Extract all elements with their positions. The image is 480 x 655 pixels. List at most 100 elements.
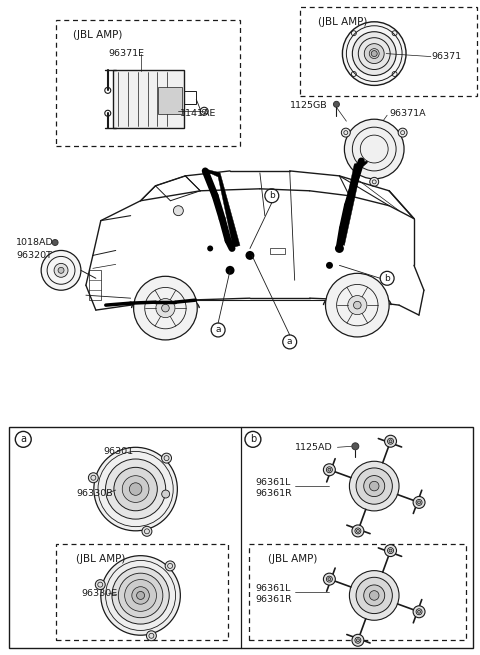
Polygon shape	[205, 169, 240, 248]
Bar	[9, 428, 473, 648]
Circle shape	[324, 464, 336, 476]
Circle shape	[132, 587, 149, 604]
Bar	[56, 20, 240, 146]
Circle shape	[58, 267, 64, 273]
Circle shape	[114, 468, 157, 511]
Circle shape	[342, 22, 406, 85]
Circle shape	[95, 580, 105, 590]
Circle shape	[356, 468, 392, 504]
Circle shape	[389, 440, 392, 443]
Circle shape	[118, 573, 163, 618]
Bar	[249, 544, 466, 640]
Circle shape	[364, 585, 384, 606]
Circle shape	[133, 276, 197, 340]
Text: 96320T: 96320T	[16, 251, 52, 260]
Circle shape	[348, 295, 367, 314]
Circle shape	[146, 631, 156, 641]
Text: 96330B: 96330B	[76, 489, 113, 498]
Circle shape	[326, 262, 333, 269]
Circle shape	[398, 128, 407, 137]
Text: 96371A: 96371A	[389, 109, 426, 118]
Circle shape	[106, 459, 166, 519]
Circle shape	[369, 48, 379, 58]
Circle shape	[129, 483, 142, 495]
Polygon shape	[337, 161, 367, 246]
Circle shape	[356, 577, 392, 614]
Text: (JBL AMP): (JBL AMP)	[73, 29, 122, 40]
Circle shape	[112, 567, 169, 624]
Circle shape	[101, 555, 180, 635]
Bar	[270, 248, 285, 254]
Text: (JBL AMP): (JBL AMP)	[76, 553, 125, 564]
Circle shape	[324, 573, 336, 585]
Text: b: b	[384, 274, 390, 283]
Circle shape	[162, 305, 169, 312]
Bar	[89, 271, 101, 300]
Circle shape	[418, 610, 420, 613]
Text: b: b	[269, 191, 275, 200]
Text: 1125GB: 1125GB	[290, 101, 327, 110]
Circle shape	[122, 476, 149, 502]
Text: 96371E: 96371E	[109, 49, 145, 58]
Circle shape	[156, 299, 175, 318]
Bar	[184, 92, 196, 104]
Circle shape	[357, 639, 360, 642]
Circle shape	[352, 634, 364, 646]
Circle shape	[325, 273, 389, 337]
Circle shape	[364, 476, 384, 496]
Bar	[113, 71, 184, 128]
Circle shape	[52, 240, 58, 246]
Text: 1141AE: 1141AE	[180, 109, 217, 118]
Circle shape	[349, 571, 399, 620]
Text: (JBL AMP): (JBL AMP)	[318, 17, 367, 27]
Circle shape	[384, 436, 396, 447]
Circle shape	[173, 206, 183, 215]
Circle shape	[334, 102, 339, 107]
Circle shape	[370, 591, 379, 600]
Text: 96361L: 96361L	[255, 477, 290, 487]
Circle shape	[370, 481, 379, 491]
Text: 96371: 96371	[431, 52, 461, 61]
Circle shape	[142, 527, 152, 536]
Bar	[300, 7, 477, 96]
Circle shape	[349, 461, 399, 511]
Circle shape	[364, 44, 384, 64]
Text: 96361R: 96361R	[255, 489, 292, 498]
Circle shape	[370, 178, 379, 186]
Text: a: a	[20, 434, 26, 444]
Text: a: a	[216, 326, 221, 335]
Circle shape	[94, 447, 178, 531]
Circle shape	[389, 549, 392, 552]
Circle shape	[352, 525, 364, 537]
Circle shape	[125, 580, 156, 611]
Circle shape	[328, 578, 331, 580]
Text: a: a	[287, 337, 292, 346]
Circle shape	[371, 50, 377, 56]
Circle shape	[328, 468, 331, 471]
Circle shape	[162, 490, 169, 498]
Circle shape	[137, 591, 144, 599]
Text: 1125AD: 1125AD	[295, 443, 333, 452]
Circle shape	[413, 496, 425, 508]
Circle shape	[88, 473, 98, 483]
Circle shape	[162, 453, 171, 463]
Circle shape	[41, 250, 81, 290]
Circle shape	[54, 263, 68, 277]
Bar	[56, 544, 228, 640]
Text: b: b	[250, 434, 256, 444]
Text: 96330E: 96330E	[81, 589, 117, 598]
Circle shape	[353, 301, 361, 309]
Circle shape	[226, 266, 235, 275]
Circle shape	[344, 119, 404, 179]
Circle shape	[335, 244, 344, 253]
Circle shape	[384, 544, 396, 557]
Text: 1018AD: 1018AD	[16, 238, 54, 247]
Bar	[158, 87, 182, 114]
Text: 96361L: 96361L	[255, 584, 290, 593]
Circle shape	[357, 529, 360, 533]
Text: 96361R: 96361R	[255, 595, 292, 604]
Text: 96301: 96301	[104, 447, 134, 456]
Circle shape	[352, 443, 359, 450]
Circle shape	[418, 501, 420, 504]
Circle shape	[165, 561, 175, 571]
